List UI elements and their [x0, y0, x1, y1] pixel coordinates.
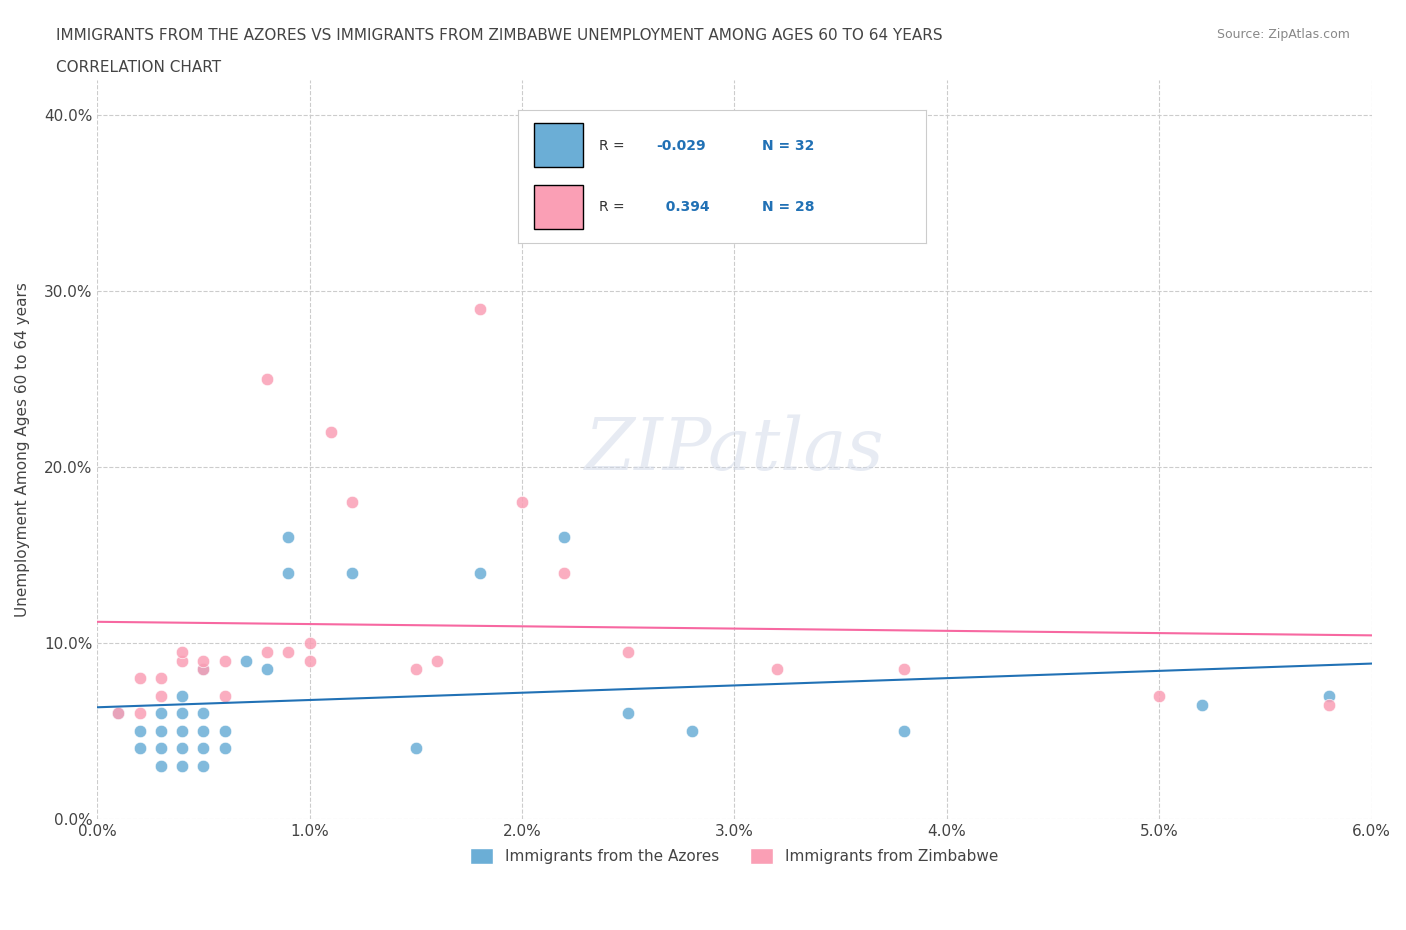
Point: [128, 741, 150, 756]
Point: [149, 706, 172, 721]
Point: [553, 565, 575, 580]
Text: IMMIGRANTS FROM THE AZORES VS IMMIGRANTS FROM ZIMBABWE UNEMPLOYMENT AMONG AGES 6: IMMIGRANTS FROM THE AZORES VS IMMIGRANTS…: [56, 28, 943, 43]
Point: [617, 644, 640, 659]
Point: [256, 372, 278, 387]
Point: [277, 644, 299, 659]
Text: ZIPatlas: ZIPatlas: [585, 414, 884, 485]
Point: [214, 688, 236, 703]
Point: [277, 565, 299, 580]
Point: [235, 653, 257, 668]
Point: [277, 530, 299, 545]
Text: Source: ZipAtlas.com: Source: ZipAtlas.com: [1216, 28, 1350, 41]
Point: [681, 724, 703, 738]
Point: [893, 724, 915, 738]
Point: [107, 706, 129, 721]
Point: [298, 653, 321, 668]
Point: [149, 724, 172, 738]
Point: [193, 662, 215, 677]
Point: [214, 724, 236, 738]
Point: [149, 759, 172, 774]
Y-axis label: Unemployment Among Ages 60 to 64 years: Unemployment Among Ages 60 to 64 years: [15, 282, 30, 617]
Point: [766, 662, 789, 677]
Point: [617, 706, 640, 721]
Point: [128, 706, 150, 721]
Point: [298, 635, 321, 650]
Point: [193, 759, 215, 774]
Point: [510, 495, 533, 510]
Point: [405, 662, 427, 677]
Point: [256, 662, 278, 677]
Point: [893, 662, 915, 677]
Text: CORRELATION CHART: CORRELATION CHART: [56, 60, 221, 75]
Point: [172, 724, 194, 738]
Point: [340, 495, 363, 510]
Point: [426, 653, 449, 668]
Point: [468, 565, 491, 580]
Point: [149, 688, 172, 703]
Point: [340, 565, 363, 580]
Point: [1317, 688, 1340, 703]
Point: [214, 741, 236, 756]
Point: [193, 706, 215, 721]
Point: [193, 653, 215, 668]
Point: [172, 688, 194, 703]
Point: [149, 671, 172, 685]
Point: [256, 644, 278, 659]
Point: [172, 759, 194, 774]
Point: [1191, 698, 1213, 712]
Point: [128, 671, 150, 685]
Legend: Immigrants from the Azores, Immigrants from Zimbabwe: Immigrants from the Azores, Immigrants f…: [464, 842, 1005, 870]
Point: [553, 530, 575, 545]
Point: [107, 706, 129, 721]
Point: [1147, 688, 1170, 703]
Point: [319, 424, 342, 439]
Point: [172, 706, 194, 721]
Point: [193, 724, 215, 738]
Point: [468, 301, 491, 316]
Point: [172, 653, 194, 668]
Point: [128, 724, 150, 738]
Point: [405, 741, 427, 756]
Point: [172, 644, 194, 659]
Point: [1317, 698, 1340, 712]
Point: [149, 741, 172, 756]
Point: [193, 662, 215, 677]
Point: [172, 741, 194, 756]
Point: [214, 653, 236, 668]
Point: [193, 741, 215, 756]
